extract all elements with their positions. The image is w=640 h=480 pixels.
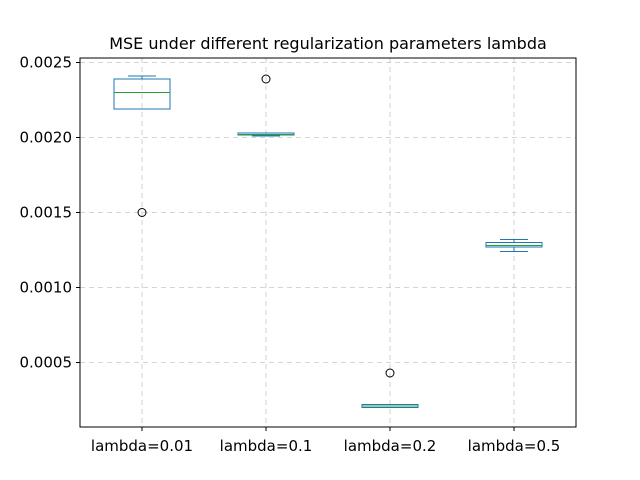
x-tick-label: lambda=0.1: [220, 437, 313, 455]
x-tick-label: lambda=0.01: [91, 437, 193, 455]
x-tick-label: lambda=0.2: [344, 437, 437, 455]
y-tick-label: 0.0025: [20, 54, 73, 72]
box-layer: [113, 74, 543, 408]
y-tick-label: 0.0020: [20, 129, 73, 147]
outlier-point: [261, 74, 271, 84]
chart-title: MSE under different regularization param…: [109, 34, 547, 53]
box-group: [485, 239, 543, 252]
outlier-point: [137, 208, 147, 217]
y-tick-label: 0.0015: [20, 204, 73, 222]
y-tick-label: 0.0010: [20, 279, 73, 297]
box-group: [113, 75, 171, 217]
iqr-box: [113, 78, 171, 110]
axis-layer: 0.0005 0.0010 0.0015 0.0020 0.0025 lambda=0.0…: [20, 54, 561, 456]
x-tick-label: lambda=0.5: [468, 437, 561, 455]
outlier-point: [385, 368, 395, 378]
iqr-box: [485, 242, 543, 248]
box-group: [361, 368, 419, 408]
y-tick-label: 0.0005: [20, 354, 73, 372]
box-group: [237, 74, 295, 137]
plot-area-frame: [79, 57, 577, 428]
